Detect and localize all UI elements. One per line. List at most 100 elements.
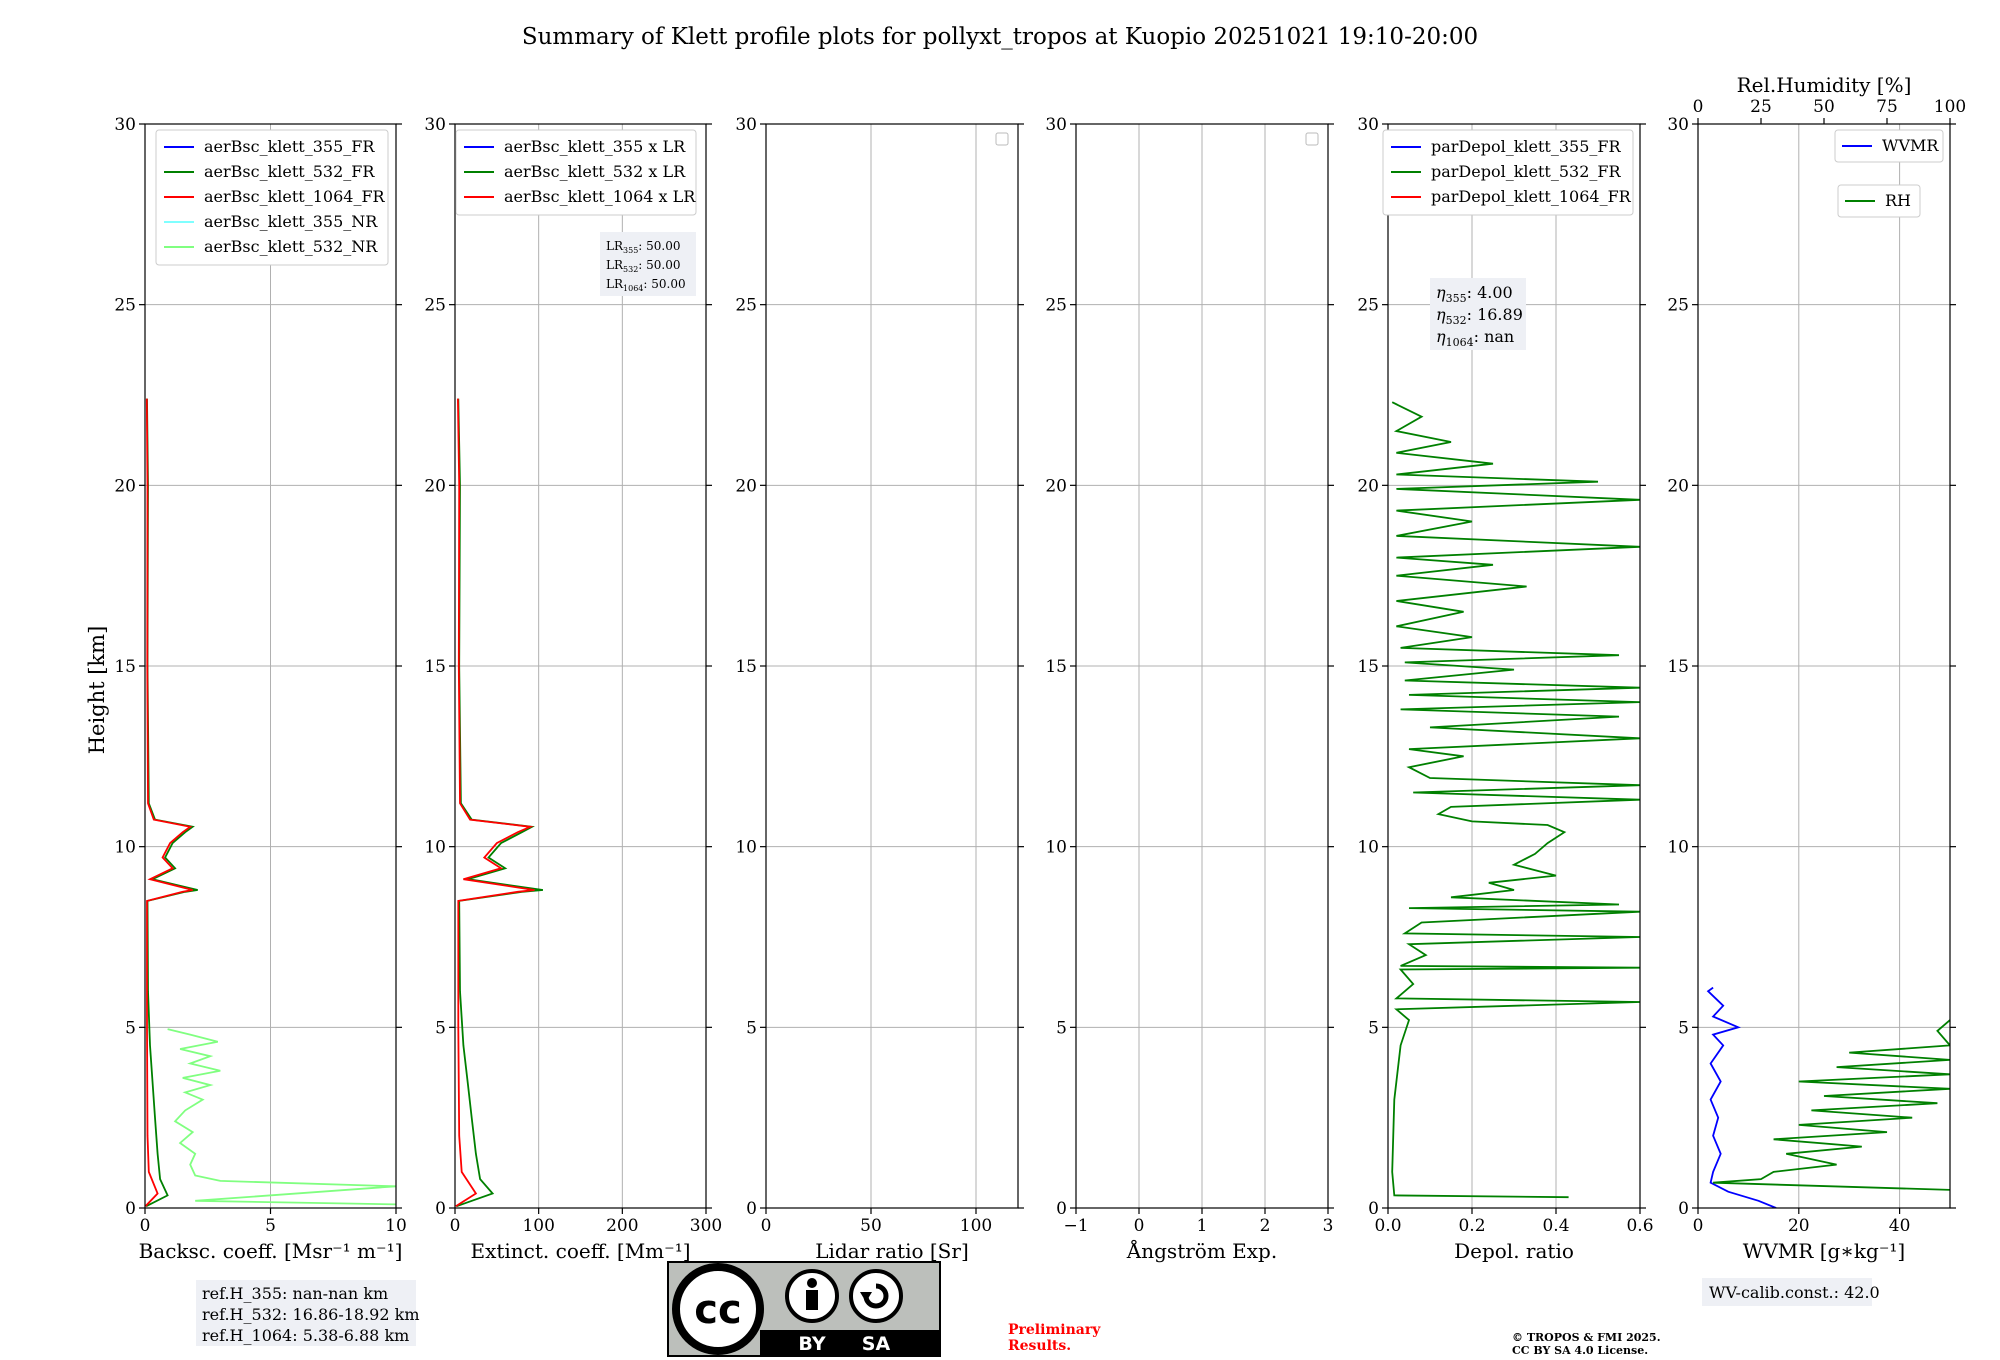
y-tick-label: 15 [735, 657, 757, 677]
wv-calib-box [1702, 1278, 1872, 1306]
y-tick-label: 15 [114, 657, 136, 677]
copyright-line-2: CC BY SA 4.0 License. [1512, 1344, 1648, 1357]
y-tick-label: 15 [1357, 657, 1379, 677]
x-tick-label: 40 [1889, 1216, 1911, 1236]
x-axis-label: Backsc. coeff. [Msr⁻¹ m⁻¹] [139, 1239, 403, 1263]
panel-1: 0 5 10 0 5 10 15 20 25 30 Backsc. coeff. [Msr⁻¹ m⁻… [114, 115, 420, 1346]
x-tick-label: 100 [960, 1216, 992, 1236]
share-alike-icon [849, 1269, 903, 1323]
x-tick-label: 2 [1260, 1216, 1271, 1236]
y-tick-label: 10 [1667, 838, 1689, 858]
lr-info-line: LR355: 50.00 [606, 239, 681, 255]
y-tick-label: 0 [1056, 1199, 1067, 1219]
x2-axis-label: Rel.Humidity [%] [1737, 73, 1912, 97]
cc-by-sa-logo: cc BY SA [667, 1261, 941, 1357]
legend-entry: aerBsc_klett_532 x LR [504, 162, 686, 181]
x-axis-label: Depol. ratio [1454, 1239, 1574, 1263]
wv-calib-text: WV-calib.const.: 42.0 [1709, 1283, 1880, 1302]
y-tick-label: 0 [746, 1199, 757, 1219]
series-line-aerBsc_klett_532 x LR [456, 398, 544, 1208]
y-tick-label: 0 [125, 1199, 136, 1219]
x-tick-label: 100 [522, 1216, 554, 1236]
x-tick-label: 0 [140, 1216, 151, 1236]
preliminary-line-1: Preliminary [1008, 1322, 1101, 1338]
x-tick-label: 10 [385, 1216, 407, 1236]
x-tick-label: 200 [606, 1216, 638, 1236]
legend-entry: RH [1885, 191, 1911, 210]
series-line-RH [1713, 1019, 1950, 1191]
series-line-aerBsc_klett_1064_FR [145, 398, 193, 1207]
x2-tick-label: 75 [1876, 97, 1898, 117]
legend-box [1837, 184, 1921, 218]
x2-tick-label: 50 [1813, 97, 1835, 117]
eta-info-line: η355: 4.00 [1436, 283, 1513, 305]
y-tick-label: 25 [1045, 296, 1067, 316]
y-tick-label: 25 [1667, 296, 1689, 316]
x-axis-label: WVMR [g∗kg⁻¹] [1743, 1239, 1905, 1263]
eta-info-box [1430, 278, 1526, 350]
legend-entry: WVMR [1882, 136, 1939, 155]
x-axis-label: Ångström Exp. [1126, 1238, 1277, 1263]
y-tick-label: 10 [1045, 838, 1067, 858]
x-tick-label: 0.2 [1458, 1216, 1485, 1236]
y-tick-label: 25 [735, 296, 757, 316]
x2-tick-label: 25 [1750, 97, 1772, 117]
legend-entry: aerBsc_klett_532_FR [204, 162, 375, 181]
empty-legend-box [995, 132, 1009, 146]
lr-info-box [600, 232, 696, 296]
x-axis-label: Lidar ratio [Sr] [815, 1239, 969, 1263]
x-tick-label: 0 [1134, 1216, 1145, 1236]
x-tick-label: 0.0 [1374, 1216, 1401, 1236]
x-tick-label: 0 [1693, 1216, 1704, 1236]
y-tick-label: 0 [1368, 1199, 1379, 1219]
y-tick-label: 30 [1045, 115, 1067, 135]
x-tick-label: 0 [450, 1216, 461, 1236]
x-tick-label: 0 [761, 1216, 772, 1236]
lr-info-line: LR1064: 50.00 [606, 277, 686, 293]
y-tick-label: 20 [1045, 476, 1067, 496]
y-axis-label: Height [km] [85, 626, 109, 755]
y-tick-label: 15 [1667, 657, 1689, 677]
legend-entry: aerBsc_klett_1064_FR [204, 187, 386, 206]
y-tick-label: 5 [435, 1018, 446, 1038]
ref-height-line: ref.H_1064: 5.38-6.88 km [202, 1326, 409, 1345]
y-tick-label: 10 [735, 838, 757, 858]
preliminary-line-2: Results. [1008, 1338, 1071, 1354]
copyright-line-1: © TROPOS & FMI 2025. [1512, 1331, 1661, 1344]
x-tick-label: 0.4 [1542, 1216, 1569, 1236]
y-tick-label: 20 [114, 476, 136, 496]
x-tick-label: 1 [1197, 1216, 1208, 1236]
x-tick-label: 3 [1323, 1216, 1334, 1236]
panel-5: 0.0 0.2 0.4 0.6 0 5 10 15 20 25 30 Depol. ratio parD… [1357, 115, 1653, 1263]
y-tick-label: 5 [1368, 1018, 1379, 1038]
lr-info-line: LR532: 50.00 [606, 258, 681, 274]
y-tick-label: 0 [435, 1199, 446, 1219]
y-tick-label: 5 [125, 1018, 136, 1038]
y-tick-label: 10 [1357, 838, 1379, 858]
x-tick-label: 0.6 [1626, 1216, 1653, 1236]
y-tick-label: 20 [1667, 476, 1689, 496]
legend-entry: parDepol_klett_355_FR [1431, 137, 1622, 156]
cc-icon-label: cc [694, 1287, 741, 1333]
x-tick-label: 5 [265, 1216, 276, 1236]
y-tick-label: 15 [1045, 657, 1067, 677]
series-line-parDepol_klett_532_FR [1391, 401, 1640, 1199]
y-tick-label: 20 [1357, 476, 1379, 496]
y-tick-label: 30 [424, 115, 446, 135]
legend-entry: aerBsc_klett_355 x LR [504, 137, 686, 156]
y-tick-label: 30 [1667, 115, 1689, 135]
y-tick-label: 25 [424, 296, 446, 316]
y-tick-label: 30 [735, 115, 757, 135]
figure-title: Summary of Klett profile plots for polly… [522, 24, 1478, 50]
y-tick-label: 5 [1678, 1018, 1689, 1038]
y-tick-label: 0 [1678, 1199, 1689, 1219]
legend-entry: parDepol_klett_1064_FR [1431, 187, 1632, 206]
y-tick-label: 15 [424, 657, 446, 677]
series-line-aerBsc_klett_532_NR [167, 1028, 396, 1206]
legend-box [455, 129, 697, 216]
eta-info-line: η1064: nan [1436, 327, 1514, 349]
series-line-aerBsc_klett_1064 x LR [455, 398, 535, 1207]
y-tick-label: 5 [1056, 1018, 1067, 1038]
legend-entry: aerBsc_klett_1064 x LR [504, 187, 696, 206]
